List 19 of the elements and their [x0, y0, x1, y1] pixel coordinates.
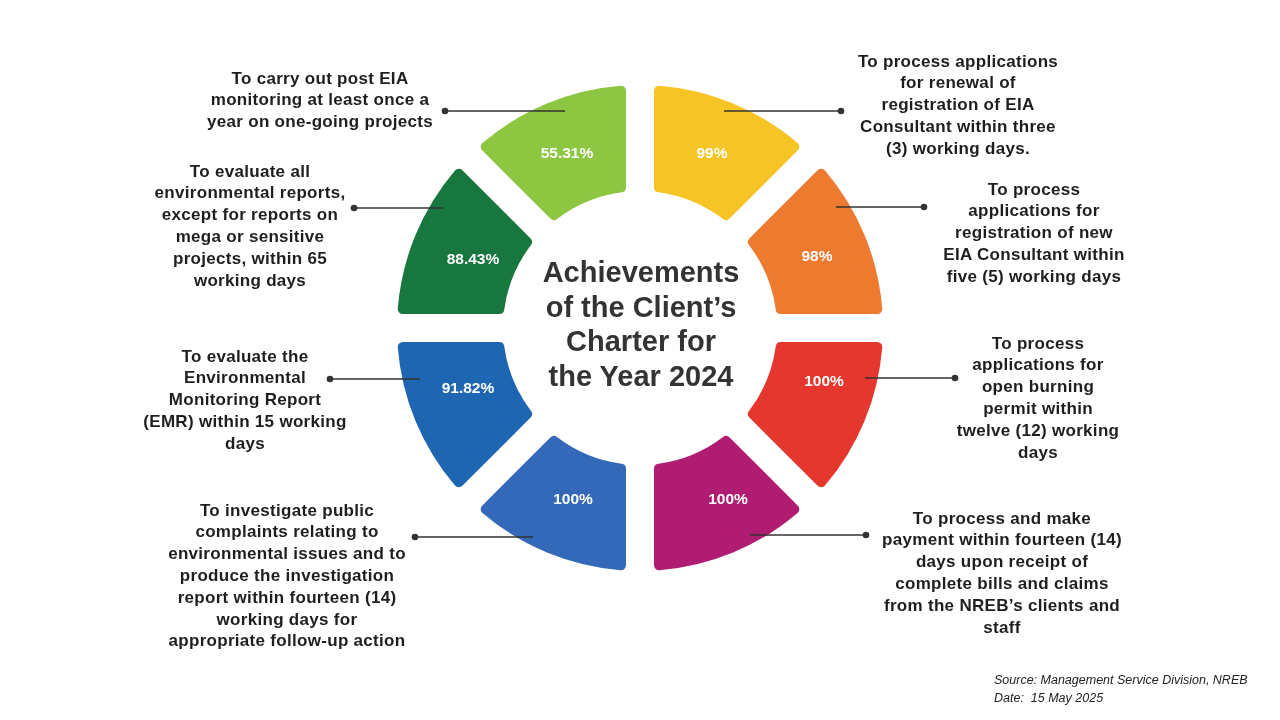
data-label: 88.43% [446, 249, 500, 267]
category-label: To process applications for registration of new EIA Consultant within five (5) working days [943, 179, 1125, 286]
data-label: 100% [708, 489, 749, 507]
category-label: To process and make payment within fourteen (14) days upon receipt of complete bills and claims from the NREB’s clients and staff [882, 508, 1122, 637]
category-label: To evaluate the Environmental Monitoring Report (EMR) within 15 working days [143, 346, 347, 453]
data-label: 91.82% [441, 378, 495, 396]
category-label: To process applications for renewal of registration of EIA Consultant within three (3) working days. [857, 51, 1059, 158]
source-note: Source: Management Service Division, NREB [994, 673, 1248, 687]
text: Date: 15 May 2025 [994, 690, 1104, 705]
category-label: To investigate public complaints relating to environmental issues and to produce the investigation report within fourteen (14) working days for appropriate follow-up action [168, 500, 406, 651]
data-label: 55.31% [540, 143, 594, 161]
category-label: To carry out post EIA monitoring at least once a year on one-going projects [207, 68, 433, 132]
data-label: 99% [696, 143, 728, 161]
data-label: 100% [804, 371, 845, 389]
text: Achievements of the Client’s Charter for the Year 2024 [542, 256, 740, 392]
category-label: To process applications for open burning permit within twelve (12) working days [956, 333, 1120, 462]
category-label: To evaluate all environmental reports, except for reports on mega or sensitive projects, within 65 working days [154, 161, 346, 290]
data-label: 98% [801, 246, 833, 264]
data-label: 100% [553, 489, 594, 507]
